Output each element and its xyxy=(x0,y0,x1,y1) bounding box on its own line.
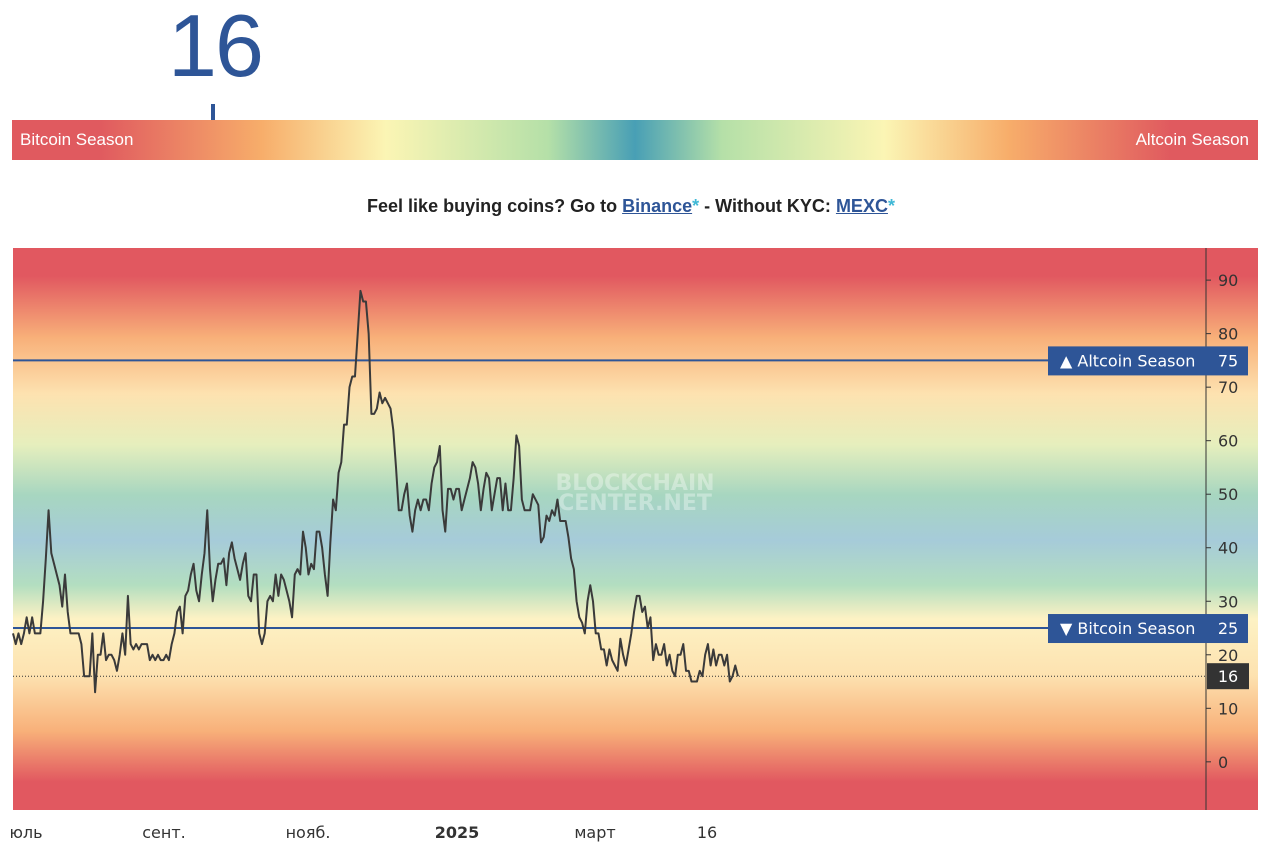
reference-line-value: 75 xyxy=(1218,351,1238,370)
current-value-badge-bg xyxy=(1207,663,1249,690)
reference-line-label: ▲ Altcoin Season xyxy=(1060,351,1195,370)
x-axis-label: сент. xyxy=(142,823,186,842)
y-tick-label: 50 xyxy=(1218,485,1238,504)
x-axis-label: 16 xyxy=(697,823,717,842)
y-tick-label: 0 xyxy=(1218,753,1228,772)
x-axis-label: юль xyxy=(9,823,42,842)
binance-link[interactable]: Binance xyxy=(622,196,693,216)
reference-line-label: ▼ Bitcoin Season xyxy=(1060,619,1195,638)
x-axis-label: нояб. xyxy=(286,823,331,842)
x-axis-labels: юль сент. нояб. 2025 март 16 xyxy=(9,823,717,842)
y-tick-label: 80 xyxy=(1218,325,1238,344)
reference-line-badge xyxy=(1048,614,1248,644)
watermark: BLOCKCHAIN CENTER.NET xyxy=(555,471,714,516)
gauge-label-altcoin-season: Altcoin Season xyxy=(1135,130,1249,149)
y-axis-ticks: 90 80 70 60 50 40 30 20 10 0 xyxy=(1206,271,1238,772)
y-tick-label: 90 xyxy=(1218,271,1238,290)
reference-line-value: 25 xyxy=(1218,619,1238,638)
watermark-line-1: BLOCKCHAIN xyxy=(555,471,714,496)
season-gauge-bar: Bitcoin Season Altcoin Season xyxy=(12,120,1258,160)
x-axis-label: 2025 xyxy=(435,823,480,842)
y-tick-label: 20 xyxy=(1218,646,1238,665)
altcoin-index-series-line xyxy=(12,289,739,694)
mexc-asterisk: * xyxy=(887,196,895,216)
promo-middle-text: - Without KYC: xyxy=(699,196,836,216)
promo-line: Feel like buying coins? Go to Binance* -… xyxy=(0,196,1262,217)
reference-line-badge xyxy=(1048,346,1248,376)
y-tick-label: 40 xyxy=(1218,539,1238,558)
season-gradient-background xyxy=(13,248,1258,810)
altcoin-index-chart[interactable]: 90 80 70 60 50 40 30 20 10 0 ▲ Altcoin Season 75 ▼ … xyxy=(0,240,1262,852)
x-axis-label: март xyxy=(574,823,615,842)
mexc-link[interactable]: MEXC xyxy=(835,196,888,216)
y-tick-label: 70 xyxy=(1218,378,1238,397)
chart-svg: 90 80 70 60 50 40 30 20 10 0 ▲ Altcoin Season 75 ▼ … xyxy=(9,248,1258,842)
y-tick-label: 30 xyxy=(1218,592,1238,611)
current-value-badge-label: 16 xyxy=(1218,667,1238,686)
watermark-line-2: CENTER.NET xyxy=(558,491,712,516)
current-index-value: 16 xyxy=(168,0,264,95)
y-tick-label: 60 xyxy=(1218,432,1238,451)
binance-asterisk: * xyxy=(692,196,700,216)
y-tick-label: 10 xyxy=(1218,699,1238,718)
current-value-badge: 16 xyxy=(1207,663,1249,690)
reference-lines: ▲ Altcoin Season 75 ▼ Bitcoin Season 25 xyxy=(13,346,1248,644)
promo-lead-text: Feel like buying coins? Go to xyxy=(367,196,623,216)
gauge-label-bitcoin-season: Bitcoin Season xyxy=(20,130,134,149)
